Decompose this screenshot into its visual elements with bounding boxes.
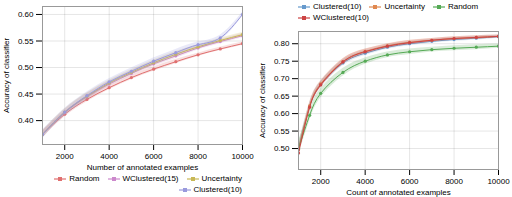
svg-text:Accuracy of classifier: Accuracy of classifier — [258, 63, 267, 138]
svg-text:10000: 10000 — [231, 152, 254, 161]
svg-text:4000: 4000 — [356, 177, 374, 186]
svg-text:Accuracy of classifier: Accuracy of classifier — [2, 38, 11, 113]
svg-text:4000: 4000 — [100, 152, 118, 161]
svg-text:0.55: 0.55 — [274, 127, 290, 136]
html-text:Uncertainty: Uncertainty — [201, 174, 242, 183]
svg-text:6000: 6000 — [401, 177, 419, 186]
svg-text:Count of annotated examples: Count of annotated examples — [346, 188, 451, 197]
svg-text:8000: 8000 — [445, 177, 463, 186]
svg-text:0.60: 0.60 — [274, 109, 290, 118]
svg-text:0.55: 0.55 — [18, 37, 34, 46]
svg-text:10000: 10000 — [487, 177, 510, 186]
svg-text:6000: 6000 — [145, 152, 163, 161]
html-text:WClustered(15): WClustered(15) — [122, 174, 179, 183]
html-text:Random: Random — [447, 2, 479, 11]
svg-text:0.45: 0.45 — [18, 90, 34, 99]
html-text:Clustered(10): Clustered(10) — [313, 2, 362, 11]
svg-text:2000: 2000 — [312, 177, 330, 186]
html-text:Clustered(10): Clustered(10) — [193, 185, 242, 194]
svg-text:0.65: 0.65 — [274, 92, 290, 101]
svg-text:0.60: 0.60 — [18, 10, 34, 19]
svg-text:0.40: 0.40 — [18, 116, 34, 125]
html-text:Uncertainty: Uncertainty — [384, 2, 425, 11]
svg-text:0.50: 0.50 — [274, 144, 290, 153]
svg-text:8000: 8000 — [189, 152, 207, 161]
svg-text:0.50: 0.50 — [18, 63, 34, 72]
svg-text:Number of annotated examples: Number of annotated examples — [87, 163, 199, 172]
svg-text:0.80: 0.80 — [274, 39, 290, 48]
html-text:WClustered(10): WClustered(10) — [313, 13, 369, 22]
svg-text:0.70: 0.70 — [274, 74, 290, 83]
svg-text:2000: 2000 — [56, 152, 74, 161]
html-text:Random: Random — [69, 174, 100, 183]
svg-text:0.75: 0.75 — [274, 57, 290, 66]
